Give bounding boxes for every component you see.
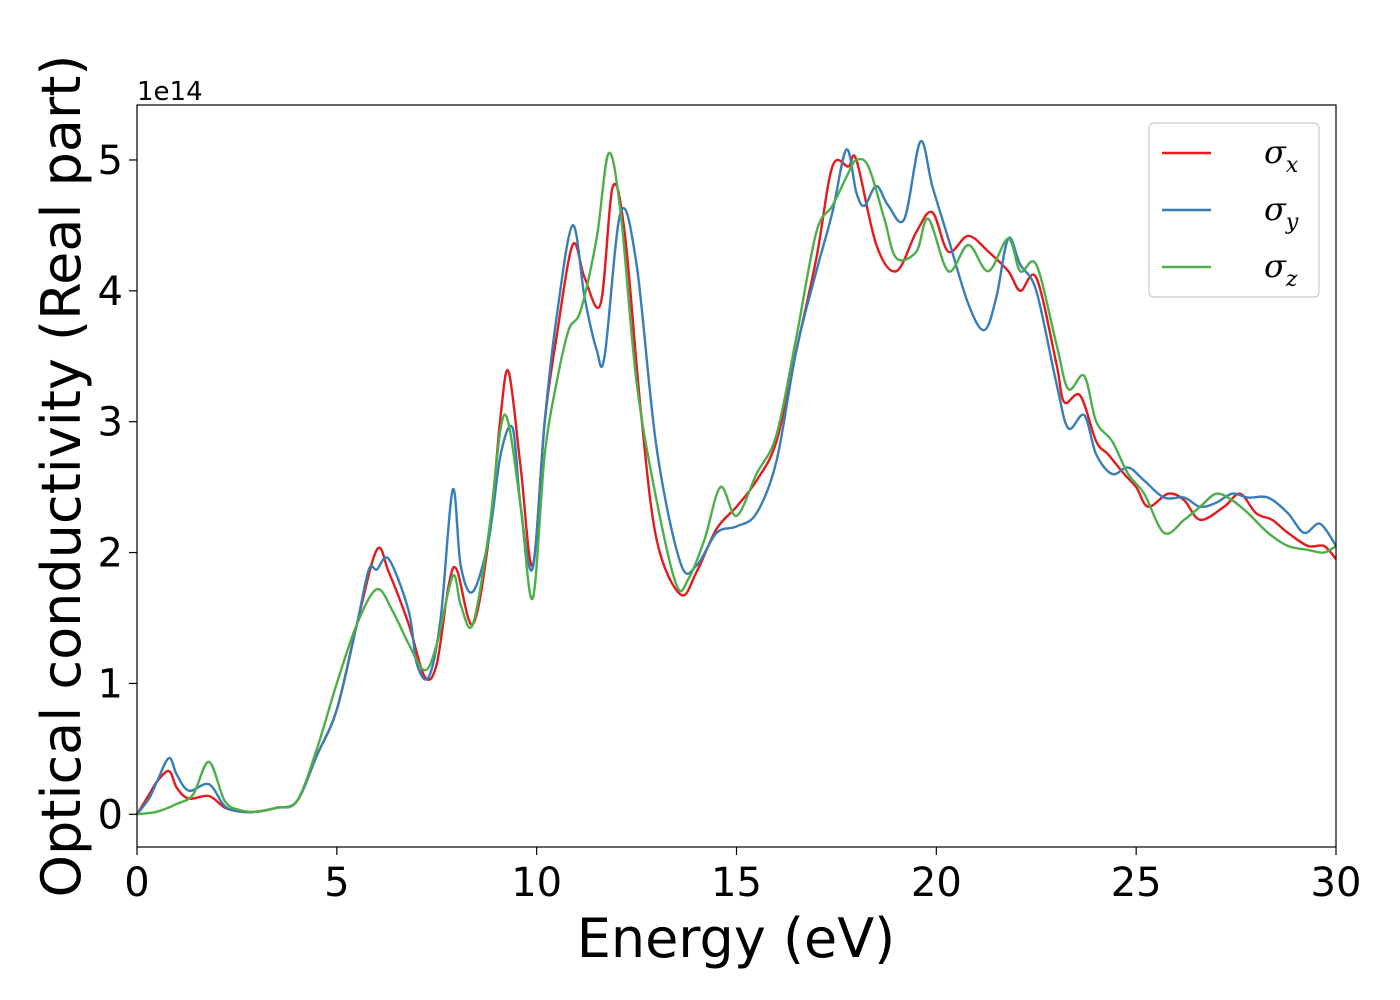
y-axis-title: Optical conductivity (Real part) [30,55,93,898]
y-tick-label: 3 [98,400,123,446]
x-tick-label: 20 [911,860,962,906]
x-tick-label: 15 [711,860,762,906]
legend-box [1148,122,1320,298]
x-tick-label: 30 [1311,860,1362,906]
series-layer [135,140,1338,816]
x-tick-label: 5 [324,860,349,906]
y-tick-label: 0 [98,792,123,838]
x-tick-label: 25 [1111,860,1162,906]
x-tick-label: 10 [511,860,562,906]
y-tick-label: 2 [98,531,123,577]
y-tick-label: 1 [98,661,123,707]
x-axis-title: Energy (eV) [577,907,896,970]
y-axis: 0 1 2 3 4 5 [98,138,137,838]
y-offset-label: 1e14 [137,77,203,107]
x-tick-label: 0 [124,860,149,906]
plot-background [137,105,1336,847]
y-tick-label: 5 [98,138,123,184]
y-tick-label: 4 [98,269,123,315]
series-line-z [136,151,1337,816]
x-axis: 0 5 10 15 20 25 30 [124,847,1361,906]
